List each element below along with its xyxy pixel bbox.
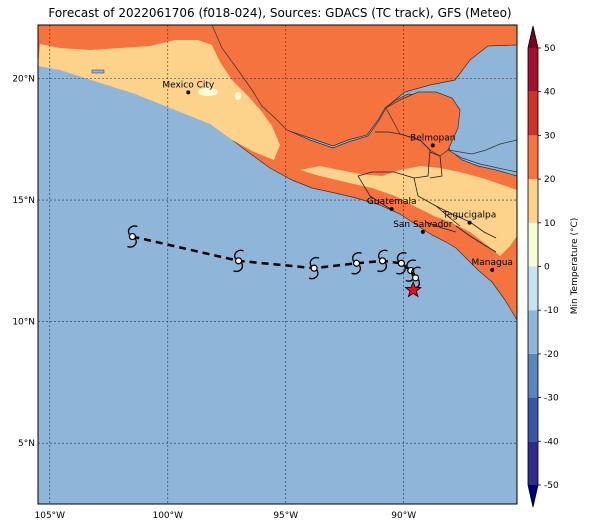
cyclone-icon bbox=[233, 249, 244, 272]
colorbar-level bbox=[528, 441, 538, 485]
colorbar-tick-label: -20 bbox=[544, 350, 559, 360]
colorbar-level bbox=[528, 179, 538, 223]
colorbar-level bbox=[528, 222, 538, 267]
city-label: Belmopan bbox=[410, 133, 455, 143]
lat-tick-label: 5°N bbox=[18, 439, 35, 449]
colorbar-tick-label: 40 bbox=[544, 88, 556, 98]
city-label: San Salvador bbox=[393, 220, 453, 230]
colorbar-level bbox=[528, 135, 538, 180]
lon-tick-label: 100°W bbox=[152, 511, 183, 521]
tc-track-point bbox=[405, 259, 417, 282]
map-title: Forecast of 2022061706 (f018-024), Sourc… bbox=[48, 6, 512, 20]
colorbar-tick-label: -30 bbox=[544, 394, 559, 404]
city-dot bbox=[389, 207, 394, 212]
tc-point-dot bbox=[407, 266, 415, 275]
colorbar-tick-label: 50 bbox=[544, 44, 556, 54]
colorbar-extend-top bbox=[528, 26, 538, 48]
tc-track-point bbox=[308, 257, 320, 280]
colorbar-tick-label: -10 bbox=[544, 306, 559, 316]
tc-track-point bbox=[127, 225, 138, 248]
tc-point-dot bbox=[411, 274, 420, 282]
lon-tick-label: 90°W bbox=[391, 511, 416, 521]
tc-point-dot bbox=[310, 264, 318, 272]
tc-track-point bbox=[351, 252, 362, 275]
city-dot bbox=[186, 90, 191, 95]
city-dot bbox=[430, 143, 435, 148]
land-cool-zone-south bbox=[300, 166, 517, 256]
city-dot bbox=[467, 220, 472, 225]
city-label: Tegucigalpa bbox=[442, 211, 496, 221]
current-position-star-icon bbox=[404, 280, 422, 298]
city-label: Guatemala bbox=[367, 197, 417, 207]
country-borders bbox=[357, 131, 497, 253]
land-cold-patch bbox=[235, 92, 241, 100]
land-cold-patch bbox=[198, 88, 218, 96]
city-label: Managua bbox=[472, 258, 513, 268]
colorbar-level bbox=[528, 397, 538, 442]
city-marker: San Salvador bbox=[393, 220, 453, 234]
city-dot bbox=[490, 267, 495, 272]
cyclone-icon bbox=[351, 252, 362, 275]
colorbar-extend-bottom bbox=[528, 485, 538, 507]
lat-tick-label: 20°N bbox=[12, 74, 35, 84]
city-marker: Tegucigalpa bbox=[442, 211, 496, 225]
cyclone-icon bbox=[127, 225, 138, 248]
island bbox=[91, 69, 105, 74]
colorbar-tick-label: 0 bbox=[544, 263, 550, 273]
tc-point-dot bbox=[234, 257, 243, 265]
lon-tick-label: 105°W bbox=[35, 511, 66, 521]
caribbean-sea bbox=[447, 139, 517, 173]
lat-tick-label: 15°N bbox=[12, 196, 35, 206]
tc-track-point bbox=[233, 249, 244, 272]
city-marker: Managua bbox=[472, 258, 513, 272]
lat-tick-label: 10°N bbox=[12, 318, 35, 328]
cyclone-icon bbox=[396, 252, 407, 275]
star-shape bbox=[404, 280, 422, 298]
tc-track-point bbox=[377, 249, 388, 272]
colorbar-label: Min Temperature (°C) bbox=[570, 218, 580, 315]
cyclone-icon bbox=[308, 257, 320, 280]
tc-point-dot bbox=[352, 259, 361, 267]
tc-point-dot bbox=[128, 232, 136, 241]
colorbar-tick-label: 10 bbox=[544, 219, 556, 229]
colorbar-level bbox=[528, 353, 538, 398]
city-marker: Belmopan bbox=[410, 133, 455, 148]
map-frame bbox=[37, 24, 518, 505]
colorbar-tick-label: -50 bbox=[544, 481, 559, 491]
cyclone-icon bbox=[377, 249, 388, 272]
colorbar-level bbox=[528, 91, 538, 136]
city-label: Mexico City bbox=[162, 80, 215, 90]
colorbar-level bbox=[528, 48, 538, 92]
colorbar-level bbox=[528, 266, 538, 311]
lon-tick-label: 95°W bbox=[273, 511, 298, 521]
colorbar-tick-label: 20 bbox=[544, 175, 556, 185]
colorbar bbox=[527, 25, 539, 508]
tc-track-point bbox=[396, 252, 407, 275]
colorbar-tick-label: 30 bbox=[544, 131, 556, 141]
city-marker: Mexico City bbox=[162, 80, 215, 95]
city-marker: Guatemala bbox=[367, 197, 417, 212]
tc-point-dot bbox=[378, 257, 387, 265]
city-dot bbox=[420, 229, 425, 234]
colorbar-level bbox=[528, 310, 538, 354]
colorbar-tick-label: -40 bbox=[544, 437, 559, 447]
tc-point-dot bbox=[397, 259, 405, 267]
